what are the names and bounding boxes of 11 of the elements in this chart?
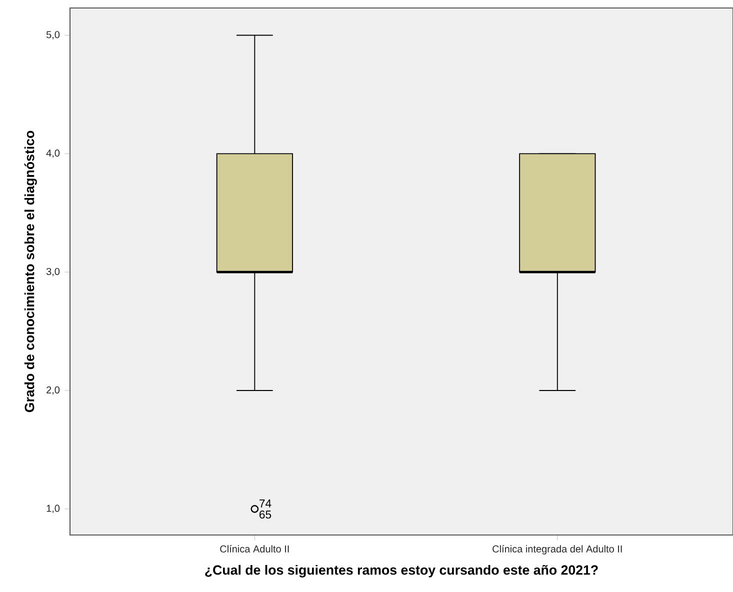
- y-tick-label: 3,0: [46, 268, 60, 276]
- x-tick-label: Clínica Adulto II: [220, 545, 289, 552]
- annotation: 74: [260, 500, 272, 508]
- y-tick-label: 4,0: [46, 150, 60, 158]
- y-tick-label: 1,0: [46, 504, 60, 514]
- x-tick-label: Clínica integrada del Adulto II: [492, 545, 622, 554]
- annotation: 65: [260, 510, 272, 519]
- y-tick-label: 5,0: [46, 31, 60, 40]
- y-tick-label: 2,0: [46, 386, 60, 395]
- y-axis-title: Grado de conocimiento sobre el diagnóstico: [24, 130, 37, 412]
- x-axis-title: ¿Cual de los siguientes ramos estoy cursando este año 2021?: [205, 564, 598, 578]
